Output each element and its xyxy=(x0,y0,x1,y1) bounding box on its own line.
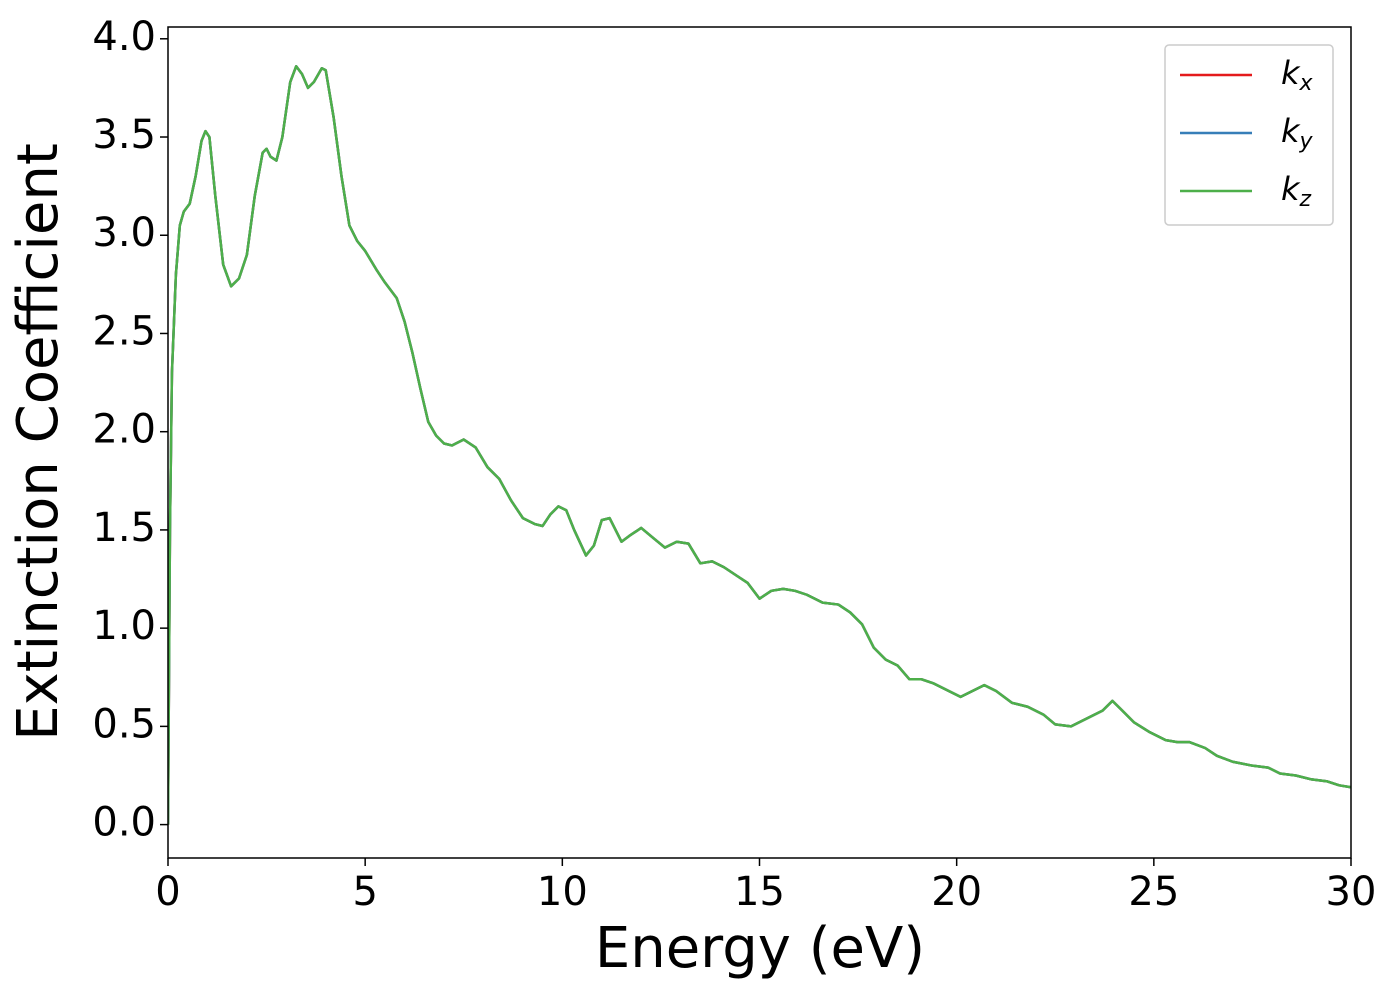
y-tick-label: 0.0 xyxy=(92,800,156,846)
x-axis-label: Energy (eV) xyxy=(595,916,925,981)
plot-frame xyxy=(167,26,1352,859)
y-tick-label: 2.5 xyxy=(92,308,156,354)
y-tick-label: 2.0 xyxy=(92,407,156,453)
x-tick-label: 5 xyxy=(352,869,377,915)
x-tick-label: 10 xyxy=(537,869,588,915)
series-line xyxy=(168,65,1351,825)
x-tick-label: 30 xyxy=(1326,869,1377,915)
y-tick-label: 3.5 xyxy=(92,112,156,158)
x-tick-label: 20 xyxy=(931,869,982,915)
legend-box xyxy=(1164,44,1334,226)
x-tick-label: 15 xyxy=(734,869,785,915)
y-axis-label: Extinction Coefficient xyxy=(6,143,71,741)
y-tick-label: 0.5 xyxy=(92,701,156,747)
y-tick-label: 4.0 xyxy=(92,14,156,60)
y-tick-label: 1.0 xyxy=(92,603,156,649)
legend-label: kz xyxy=(1281,170,1312,212)
legend-label: kx xyxy=(1281,54,1314,96)
y-tick-label: 3.0 xyxy=(92,210,156,256)
legend-label: ky xyxy=(1281,112,1314,154)
x-tick-label: 25 xyxy=(1128,869,1179,915)
x-tick-label: 0 xyxy=(155,869,180,915)
y-tick-label: 1.5 xyxy=(92,505,156,551)
